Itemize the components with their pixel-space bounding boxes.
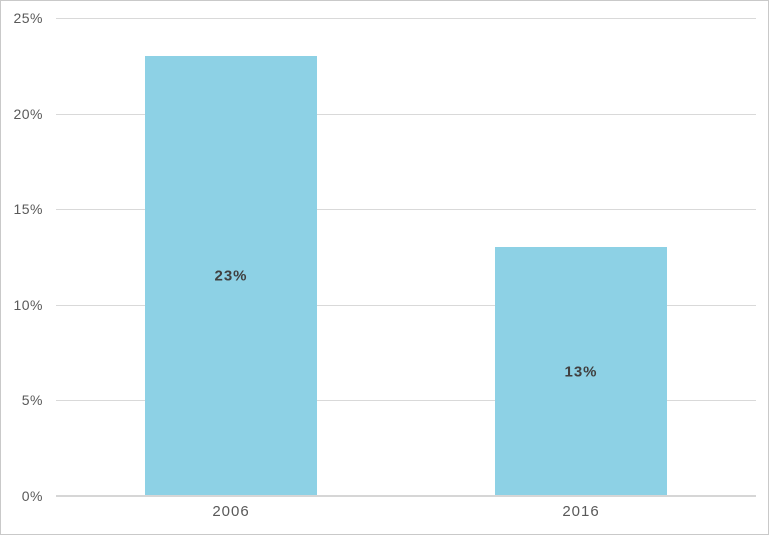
gridline xyxy=(56,305,756,306)
x-axis-category-label: 2006 xyxy=(212,503,250,520)
y-axis-tick-label: 10% xyxy=(13,297,43,313)
gridline xyxy=(56,209,756,210)
y-axis-tick-label: 5% xyxy=(21,392,43,408)
bar-2016 xyxy=(495,247,667,495)
y-axis-tick-label: 15% xyxy=(13,201,43,217)
y-axis-tick-label: 20% xyxy=(13,106,43,122)
x-axis-category-label: 2016 xyxy=(562,503,600,520)
bar-2006 xyxy=(145,56,317,495)
x-axis-baseline xyxy=(56,495,756,497)
gridline xyxy=(56,400,756,401)
gridline xyxy=(56,114,756,115)
gridline xyxy=(56,18,756,19)
bar-value-label: 23% xyxy=(214,267,248,285)
y-axis-tick-label: 0% xyxy=(21,488,43,504)
bar-value-label: 13% xyxy=(564,363,598,381)
y-axis-tick-label: 25% xyxy=(13,10,43,26)
